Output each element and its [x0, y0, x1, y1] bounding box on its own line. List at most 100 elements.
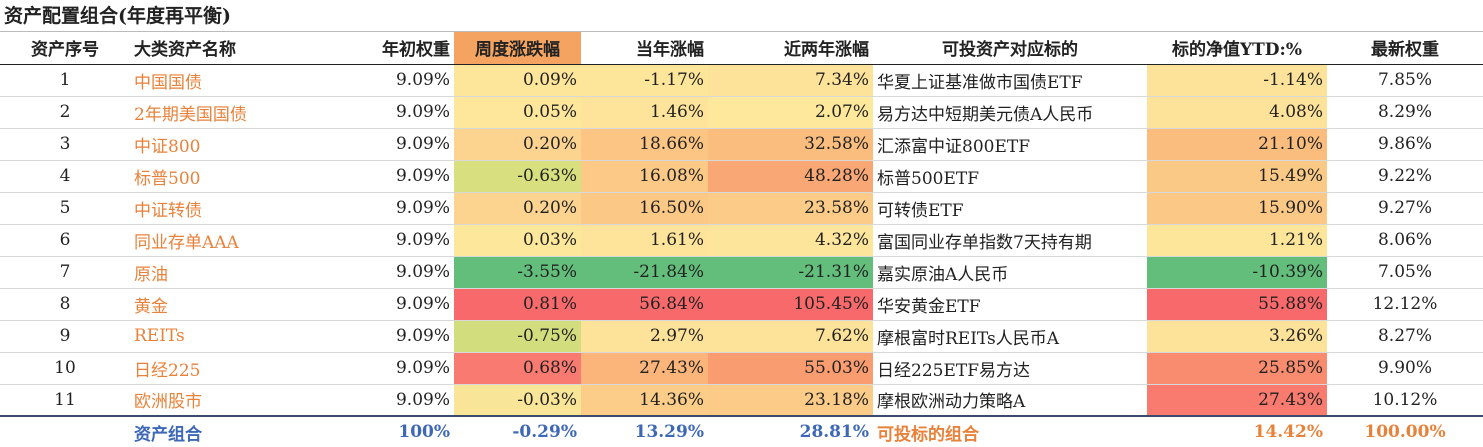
- table-row: 3 中证800 9.09% 0.20% 18.66% 32.58% 汇添富中证800ETF 2…: [0, 128, 1483, 161]
- table-row: 6 同业存单AAA 9.09% 0.03% 1.61% 4.32% 富国同业存单指数7天持有…: [0, 224, 1483, 257]
- cell-nav: 21.10%: [1147, 128, 1327, 161]
- cell-seq: 7: [0, 256, 130, 289]
- cell-seq: 11: [0, 384, 130, 417]
- table-row: 11 欧洲股市 9.09% -0.03% 14.36% 23.18% 摩根欧洲动力策略A 27…: [0, 384, 1483, 417]
- cell-fund: 华安黄金ETF: [873, 288, 1147, 321]
- cell-weekly-change: -0.75%: [454, 320, 581, 353]
- cell-ytd: -21.84%: [581, 256, 708, 289]
- cell-latest-weight: 9.86%: [1327, 128, 1483, 161]
- footer-name: 资产组合: [130, 415, 324, 447]
- cell-initial-weight: 9.09%: [324, 256, 454, 289]
- header-nav[interactable]: 标的净值YTD:%: [1147, 32, 1327, 65]
- cell-2y: 48.28%: [708, 160, 873, 193]
- cell-latest-weight: 8.29%: [1327, 96, 1483, 129]
- cell-asset-name: 原油: [130, 256, 324, 289]
- footer-nav: 14.42%: [1147, 415, 1327, 447]
- cell-asset-name: 日经225: [130, 352, 324, 385]
- cell-asset-name: 同业存单AAA: [130, 224, 324, 257]
- table-title: 资产配置组合(年度再平衡): [0, 0, 1483, 32]
- header-initial-weight[interactable]: 年初权重: [324, 32, 454, 65]
- cell-latest-weight: 9.90%: [1327, 352, 1483, 385]
- header-ytd[interactable]: 当年涨幅: [581, 32, 708, 65]
- cell-2y: 4.32%: [708, 224, 873, 257]
- cell-ytd: 16.08%: [581, 160, 708, 193]
- cell-seq: 3: [0, 128, 130, 161]
- table-row: 9 REITs 9.09% -0.75% 2.97% 7.62% 摩根富时REITs人民币A…: [0, 320, 1483, 353]
- cell-asset-name: 中证800: [130, 128, 324, 161]
- cell-2y: 32.58%: [708, 128, 873, 161]
- cell-fund: 日经225ETF易方达: [873, 352, 1147, 385]
- cell-seq: 9: [0, 320, 130, 353]
- cell-weekly-change: 0.09%: [454, 64, 581, 97]
- cell-weekly-change: 0.05%: [454, 96, 581, 129]
- cell-initial-weight: 9.09%: [324, 160, 454, 193]
- cell-initial-weight: 9.09%: [324, 288, 454, 321]
- cell-nav: 15.49%: [1147, 160, 1327, 193]
- cell-fund: 标普500ETF: [873, 160, 1147, 193]
- cell-latest-weight: 8.27%: [1327, 320, 1483, 353]
- cell-fund: 摩根欧洲动力策略A: [873, 384, 1147, 417]
- footer-row: 资产组合 100% -0.29% 13.29% 28.81% 可投标的组合 14…: [0, 415, 1483, 447]
- cell-2y: -21.31%: [708, 256, 873, 289]
- footer-fund: 可投标的组合: [873, 415, 1147, 447]
- cell-fund: 汇添富中证800ETF: [873, 128, 1147, 161]
- cell-asset-name: 中国国债: [130, 64, 324, 97]
- cell-initial-weight: 9.09%: [324, 128, 454, 161]
- cell-asset-name: 2年期美国国债: [130, 96, 324, 129]
- cell-seq: 1: [0, 64, 130, 97]
- cell-seq: 8: [0, 288, 130, 321]
- footer-weekly-change: -0.29%: [454, 415, 581, 447]
- table-row: 2 2年期美国国债 9.09% 0.05% 1.46% 2.07% 易方达中短期美元债A人民…: [0, 96, 1483, 129]
- header-latest-weight[interactable]: 最新权重: [1327, 32, 1483, 65]
- cell-weekly-change: 0.81%: [454, 288, 581, 321]
- footer-latest-weight: 100.00%: [1327, 415, 1483, 447]
- cell-asset-name: 黄金: [130, 288, 324, 321]
- cell-2y: 7.34%: [708, 64, 873, 97]
- cell-latest-weight: 9.27%: [1327, 192, 1483, 225]
- cell-fund: 富国同业存单指数7天持有期: [873, 224, 1147, 257]
- cell-fund: 华夏上证基准做市国债ETF: [873, 64, 1147, 97]
- cell-seq: 4: [0, 160, 130, 193]
- cell-initial-weight: 9.09%: [324, 96, 454, 129]
- cell-nav: 25.85%: [1147, 352, 1327, 385]
- cell-latest-weight: 9.22%: [1327, 160, 1483, 193]
- footer-initial-weight: 100%: [324, 415, 454, 447]
- footer-ytd: 13.29%: [581, 415, 708, 447]
- cell-asset-name: 中证转债: [130, 192, 324, 225]
- cell-nav: -1.14%: [1147, 64, 1327, 97]
- cell-2y: 2.07%: [708, 96, 873, 129]
- table-row: 7 原油 9.09% -3.55% -21.84% -21.31% 嘉实原油A人民币 -10.…: [0, 256, 1483, 289]
- cell-latest-weight: 7.05%: [1327, 256, 1483, 289]
- cell-initial-weight: 9.09%: [324, 192, 454, 225]
- header-name[interactable]: 大类资产名称: [130, 32, 324, 65]
- cell-initial-weight: 9.09%: [324, 352, 454, 385]
- cell-ytd: -1.17%: [581, 64, 708, 97]
- cell-initial-weight: 9.09%: [324, 384, 454, 417]
- cell-asset-name: 欧洲股市: [130, 384, 324, 417]
- cell-fund: 摩根富时REITs人民币A: [873, 320, 1147, 353]
- cell-initial-weight: 9.09%: [324, 224, 454, 257]
- cell-initial-weight: 9.09%: [324, 64, 454, 97]
- header-seq[interactable]: 资产序号: [0, 32, 130, 65]
- cell-ytd: 16.50%: [581, 192, 708, 225]
- cell-latest-weight: 10.12%: [1327, 384, 1483, 417]
- cell-seq: 10: [0, 352, 130, 385]
- cell-2y: 23.18%: [708, 384, 873, 417]
- cell-latest-weight: 8.06%: [1327, 224, 1483, 257]
- cell-weekly-change: 0.03%: [454, 224, 581, 257]
- cell-asset-name: 标普500: [130, 160, 324, 193]
- table-row: 4 标普500 9.09% -0.63% 16.08% 48.28% 标普500ETF 15.…: [0, 160, 1483, 193]
- cell-nav: -10.39%: [1147, 256, 1327, 289]
- header-weekly-change[interactable]: 周度涨跌幅: [454, 32, 581, 65]
- cell-latest-weight: 12.12%: [1327, 288, 1483, 321]
- cell-ytd: 27.43%: [581, 352, 708, 385]
- cell-seq: 2: [0, 96, 130, 129]
- footer-2y: 28.81%: [708, 415, 873, 447]
- cell-nav: 27.43%: [1147, 384, 1327, 417]
- footer-seq: [0, 415, 130, 447]
- cell-weekly-change: -0.03%: [454, 384, 581, 417]
- header-fund[interactable]: 可投资产对应标的: [873, 32, 1147, 65]
- cell-fund: 易方达中短期美元债A人民币: [873, 96, 1147, 129]
- header-2y[interactable]: 近两年涨幅: [708, 32, 873, 65]
- cell-latest-weight: 7.85%: [1327, 64, 1483, 97]
